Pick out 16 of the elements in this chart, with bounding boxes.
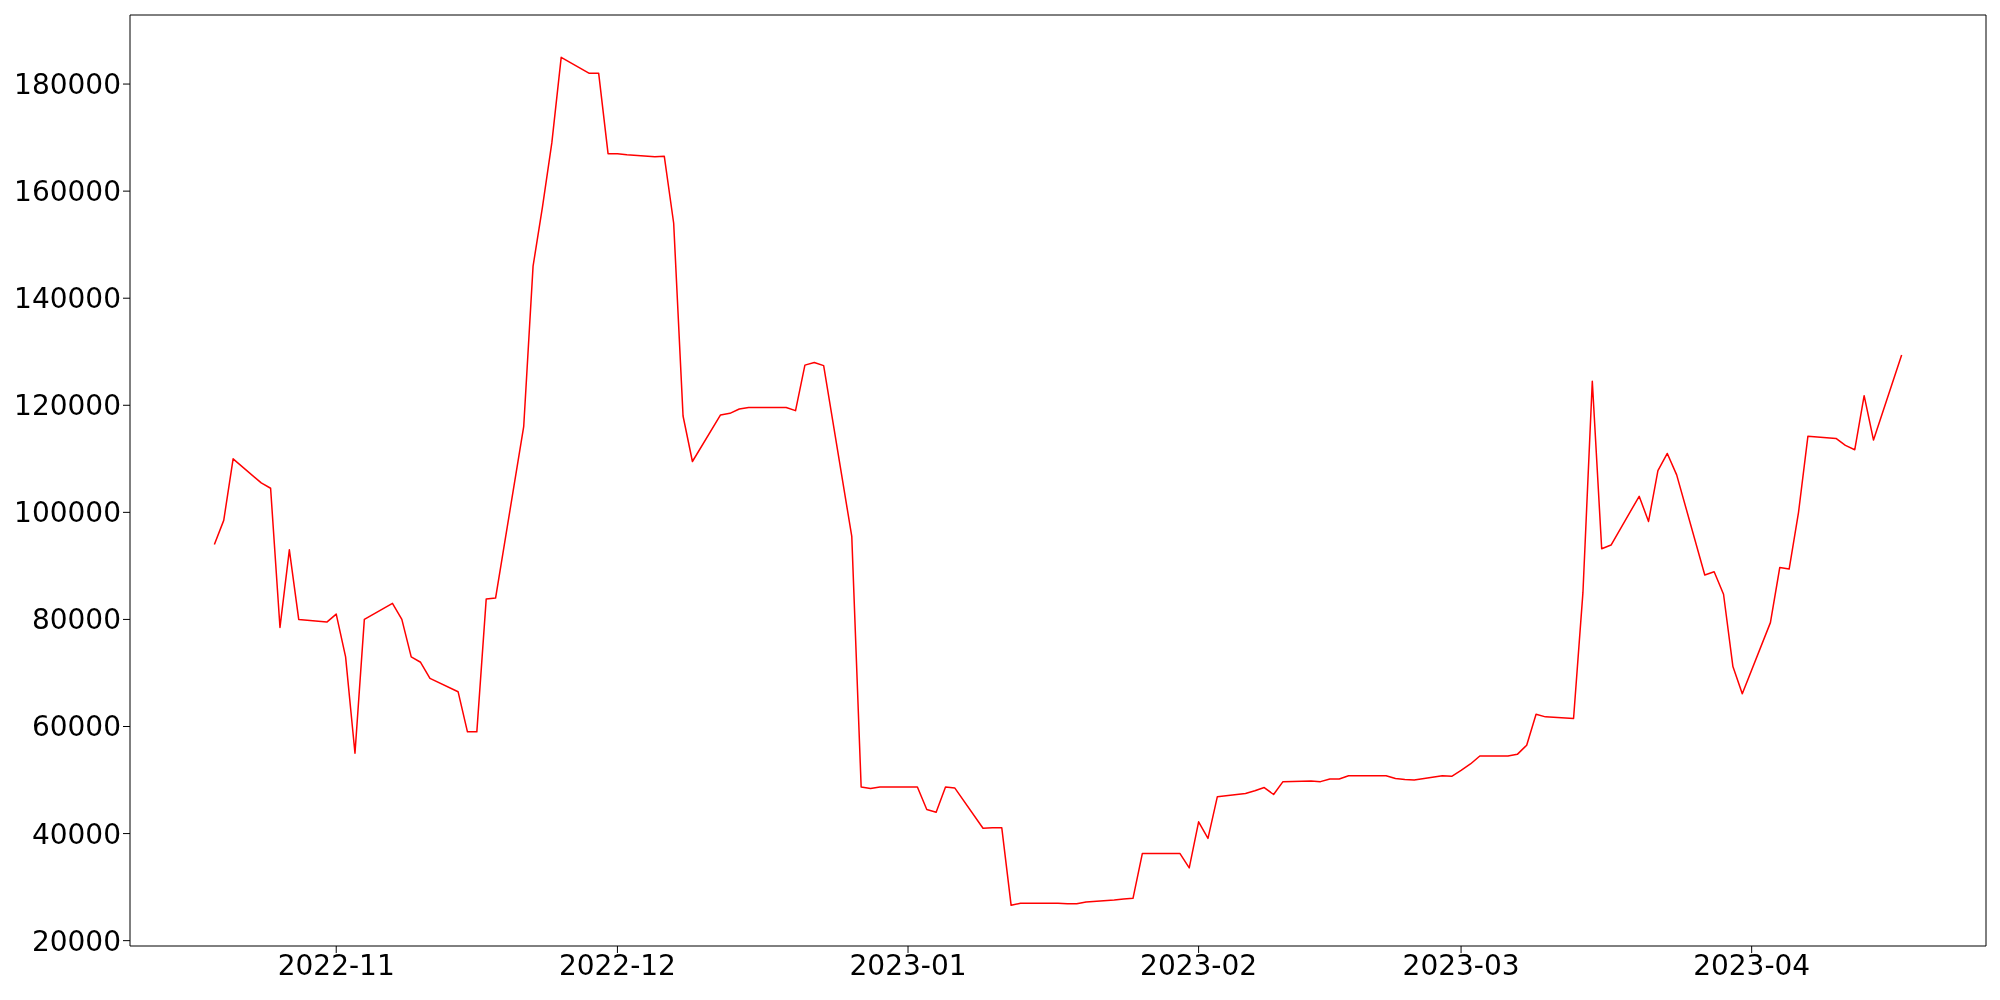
x-tick-label: 2023-03 (1402, 948, 1520, 982)
x-tick-label: 2022-12 (558, 948, 676, 982)
x-tick-label: 2023-02 (1140, 948, 1258, 982)
y-tick-label: 80000 (31, 603, 121, 637)
y-tick-label: 140000 (14, 282, 121, 316)
y-tick-label: 40000 (31, 817, 121, 851)
x-tick-label: 2023-01 (849, 948, 967, 982)
y-tick-label: 120000 (14, 389, 121, 423)
x-tick-label: 2023-04 (1693, 948, 1811, 982)
y-tick-label: 60000 (31, 710, 121, 744)
y-tick-label: 180000 (14, 68, 121, 101)
line-series (213, 56, 1903, 907)
y-tick-label: 160000 (14, 175, 121, 209)
y-tick-label: 100000 (14, 496, 121, 530)
y-tick-label: 20000 (31, 924, 121, 958)
x-tick-label: 2022-11 (277, 948, 395, 982)
